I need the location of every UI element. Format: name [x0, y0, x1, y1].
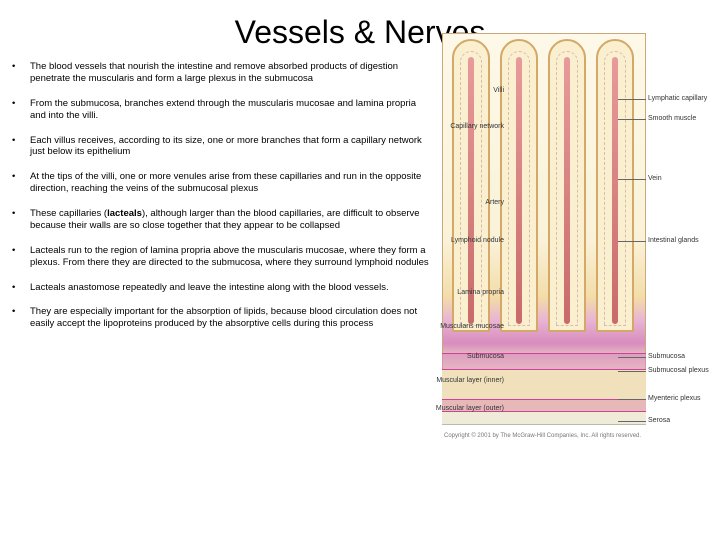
- vein: [516, 57, 522, 324]
- diagram-label: Lymphatic capillary: [648, 95, 707, 103]
- leader-line: [618, 119, 646, 120]
- bullet-text: Each villus receives, according to its s…: [30, 135, 430, 159]
- diagram-label: Smooth muscle: [648, 115, 696, 123]
- diagram-label: Capillary network: [450, 123, 504, 131]
- leader-line: [618, 241, 646, 242]
- diagram-label: Lymphoid nodule: [451, 237, 504, 245]
- list-item: • Each villus receives, according to its…: [8, 135, 430, 159]
- copyright-notice: Copyright © 2001 by The McGraw-Hill Comp…: [444, 433, 641, 440]
- leader-line: [618, 399, 646, 400]
- bullet-dot: •: [8, 171, 30, 195]
- diagram-label: Serosa: [648, 417, 670, 425]
- diagram-label: Submucosal plexus: [648, 367, 709, 375]
- list-item: •Lacteals run to the region of lamina pr…: [8, 245, 430, 269]
- leader-line: [618, 371, 646, 372]
- diagram-label: Submucosa: [467, 353, 504, 361]
- diagram-label: Muscular layer (outer): [436, 405, 504, 413]
- layer-serosa: [442, 411, 646, 425]
- bullet-dot: •: [8, 282, 30, 294]
- bullet-text: The blood vessels that nourish the intes…: [30, 61, 430, 85]
- intestine-diagram: Lymphatic capillary Smooth muscle Vein Inte…: [438, 33, 716, 532]
- villus: [548, 39, 586, 332]
- list-item: •At the tips of the villi, one or more v…: [8, 171, 430, 195]
- bullet-dot: •: [8, 208, 30, 232]
- villus: [500, 39, 538, 332]
- list-item: •These capillaries (lacteals), although …: [8, 208, 430, 232]
- villus: [596, 39, 634, 332]
- diagram-label: Vein: [648, 175, 662, 183]
- list-item: •Lacteals anastomose repeatedly and leav…: [8, 282, 430, 294]
- leader-line: [618, 99, 646, 100]
- diagram-label: Artery: [485, 199, 504, 207]
- list-item: •They are especially important for the a…: [8, 306, 430, 330]
- diagram-label: Villi: [493, 87, 504, 95]
- diagram-label: Muscularis mucosae: [440, 323, 504, 331]
- bullet-dot: •: [8, 98, 30, 122]
- content-row: •The blood vessels that nourish the inte…: [0, 61, 720, 540]
- list-item: •From the submucosa, branches extend thr…: [8, 98, 430, 122]
- diagram-label: Submucosa: [648, 353, 685, 361]
- bullet-text: From the submucosa, branches extend thro…: [30, 98, 430, 122]
- diagram-label: Myenteric plexus: [648, 395, 701, 403]
- diagram-label: Intestinal glands: [648, 237, 699, 245]
- bullet-text: These capillaries (lacteals), although l…: [30, 208, 430, 232]
- diagram-label: Muscular layer (inner): [436, 377, 504, 385]
- vein: [612, 57, 618, 324]
- bullet-text: At the tips of the villi, one or more ve…: [30, 171, 430, 195]
- slide: Vessels & Nerves •The blood vessels that…: [0, 0, 720, 540]
- diagram-label: Lamina propria: [457, 289, 504, 297]
- vein: [564, 57, 570, 324]
- bullet-dot: •: [8, 135, 30, 159]
- bullet-list: •The blood vessels that nourish the inte…: [8, 61, 438, 532]
- leader-line: [618, 179, 646, 180]
- leader-line: [618, 421, 646, 422]
- vein: [468, 57, 474, 324]
- leader-line: [618, 357, 646, 358]
- bullet-text: Lacteals anastomose repeatedly and leave…: [30, 282, 430, 294]
- bullet-dot: •: [8, 61, 30, 85]
- bullet-text: They are especially important for the ab…: [30, 306, 430, 330]
- diagram-column: Lymphatic capillary Smooth muscle Vein Inte…: [438, 61, 712, 532]
- bullet-text: Lacteals run to the region of lamina pro…: [30, 245, 430, 269]
- bullet-dot: •: [8, 245, 30, 269]
- bullet-dot: •: [8, 306, 30, 330]
- list-item: •The blood vessels that nourish the inte…: [8, 61, 430, 85]
